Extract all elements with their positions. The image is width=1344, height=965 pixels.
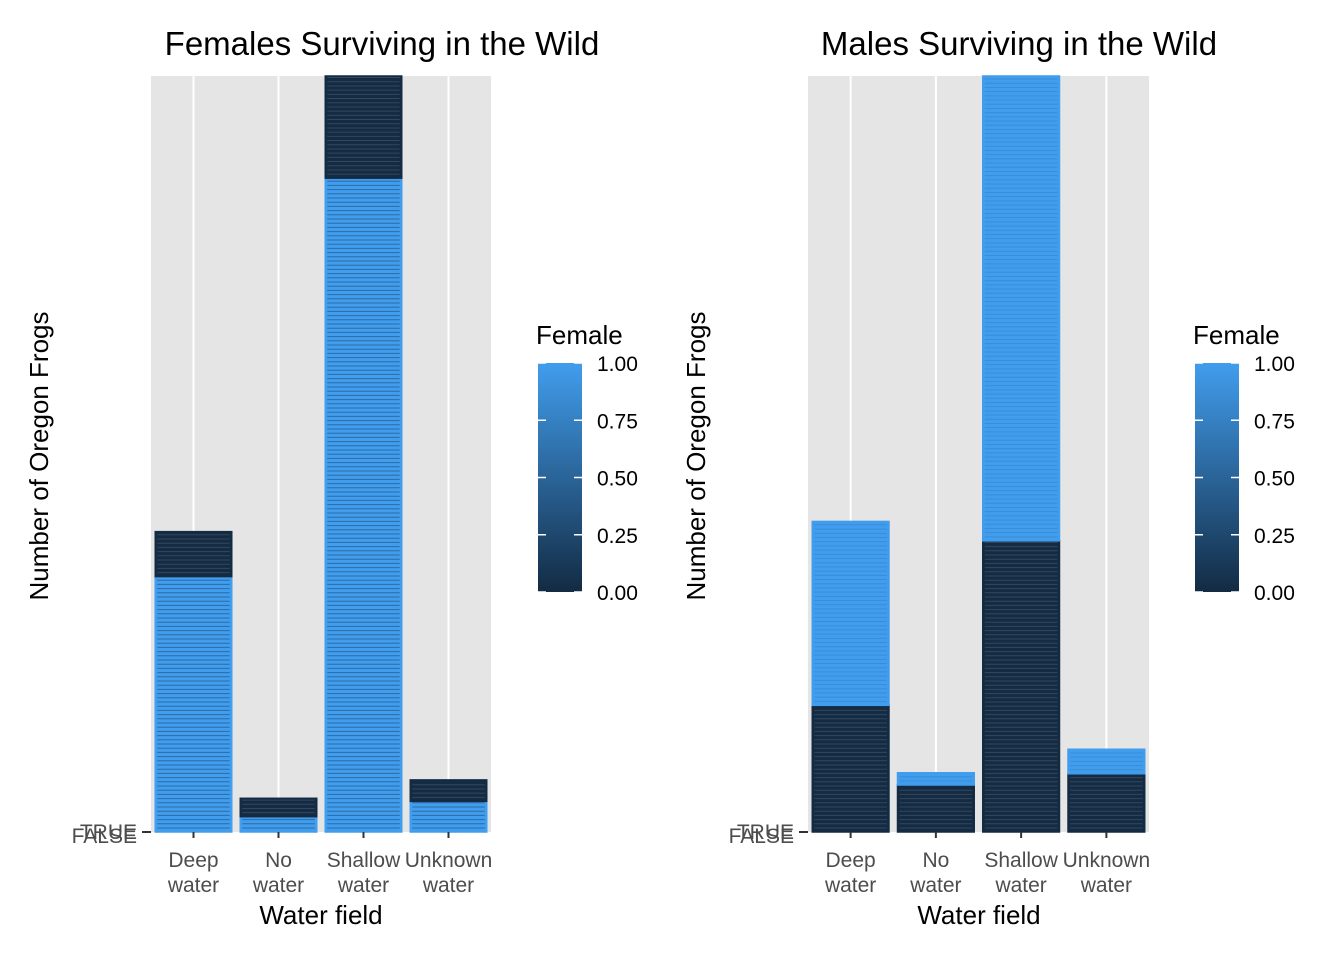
x-tick-label: No water — [909, 849, 961, 897]
y-tick-label: TRUE — [737, 821, 794, 844]
x-tick-label: Shallow water — [327, 849, 401, 897]
bar-fill — [811, 704, 890, 833]
legend-tick-label: 0.00 — [597, 582, 638, 605]
x-tick-label-line: Shallow — [327, 849, 401, 872]
y-tick-label: TRUE — [80, 821, 137, 844]
legend: Female 1.00 0.75 0.50 0.25 0.00 — [1193, 320, 1295, 605]
legend-tick-label: 1.00 — [597, 353, 638, 376]
legend-tick-label: 0.00 — [1254, 582, 1295, 605]
x-tick-label-line: water — [994, 874, 1046, 897]
bar-segment — [982, 75, 1061, 542]
x-tick-label-line: Deep — [826, 849, 876, 872]
legend-tick-label: 0.50 — [597, 468, 638, 491]
x-tick-label: Unknown water — [1063, 849, 1151, 897]
bar-segment — [811, 520, 890, 707]
x-tick-label-line: No — [265, 849, 292, 872]
bar-fill — [324, 75, 403, 179]
x-tick-label-line: water — [1080, 874, 1132, 897]
bar-segment — [1067, 773, 1146, 833]
bar-segment — [811, 704, 890, 833]
bar-segment — [896, 784, 975, 833]
legend-tick-label: 1.00 — [1254, 353, 1295, 376]
bar-segment — [1067, 748, 1146, 775]
bar-segment — [409, 800, 488, 833]
bar-segment — [239, 815, 318, 833]
legend-tick-label: 0.75 — [597, 410, 638, 433]
bar-fill — [239, 797, 318, 818]
x-tick-label-line: Unknown — [405, 849, 493, 872]
bar-segment — [154, 575, 233, 833]
chart-title: Males Surviving in the Wild — [821, 25, 1217, 62]
bar-fill — [896, 771, 975, 786]
x-tick-label: Shallow water — [984, 849, 1058, 897]
bar-fill — [154, 530, 233, 578]
x-tick-label: Unknown water — [405, 849, 493, 897]
legend-tick-label: 0.25 — [597, 525, 638, 548]
y-axis-title: Number of Oregon Frogs — [24, 311, 54, 600]
bar-fill — [1067, 748, 1146, 775]
bar-fill — [982, 75, 1061, 542]
bar-segment — [896, 771, 975, 786]
bar-segment — [154, 530, 233, 578]
x-tick-label: Deep water — [824, 849, 876, 897]
y-tick-label: FALSE — [729, 825, 794, 848]
x-tick-label-line: water — [167, 874, 219, 897]
bar-fill — [154, 575, 233, 833]
bar-fill — [982, 540, 1061, 833]
x-tick-label-line: water — [824, 874, 876, 897]
x-axis-title: Water field — [259, 900, 382, 930]
legend-title: Female — [536, 320, 623, 350]
x-tick-label-line: Deep — [168, 849, 218, 872]
x-tick-label-line: water — [337, 874, 389, 897]
bar-segment — [409, 779, 488, 803]
x-tick-label-line: No — [922, 849, 949, 872]
y-axis-title: Number of Oregon Frogs — [681, 311, 711, 600]
bar-segment — [982, 540, 1061, 833]
bar-fill — [239, 815, 318, 833]
legend-tick-label: 0.50 — [1254, 468, 1295, 491]
bar-fill — [409, 779, 488, 803]
legend-title: Female — [1193, 320, 1280, 350]
legend-tick-label: 0.25 — [1254, 525, 1295, 548]
x-tick-label-line: Shallow — [984, 849, 1058, 872]
x-tick-label-line: water — [909, 874, 961, 897]
x-tick-label-line: water — [252, 874, 304, 897]
x-axis-title: Water field — [917, 900, 1040, 930]
bar-segment — [324, 177, 403, 833]
bar-fill — [409, 800, 488, 833]
legend: Female 1.00 0.75 0.50 0.25 0.00 — [536, 320, 638, 605]
x-tick-label-line: Unknown — [1063, 849, 1151, 872]
bar-segment — [239, 797, 318, 818]
x-tick-label: Deep water — [167, 849, 219, 897]
bar-fill — [811, 520, 890, 707]
bar-segment — [324, 75, 403, 179]
x-tick-label: No water — [252, 849, 304, 897]
chart-title: Females Surviving in the Wild — [165, 25, 600, 62]
legend-tick-label: 0.75 — [1254, 410, 1295, 433]
x-tick-label-line: water — [422, 874, 474, 897]
y-tick-label: FALSE — [72, 825, 137, 848]
bar-fill — [896, 784, 975, 833]
